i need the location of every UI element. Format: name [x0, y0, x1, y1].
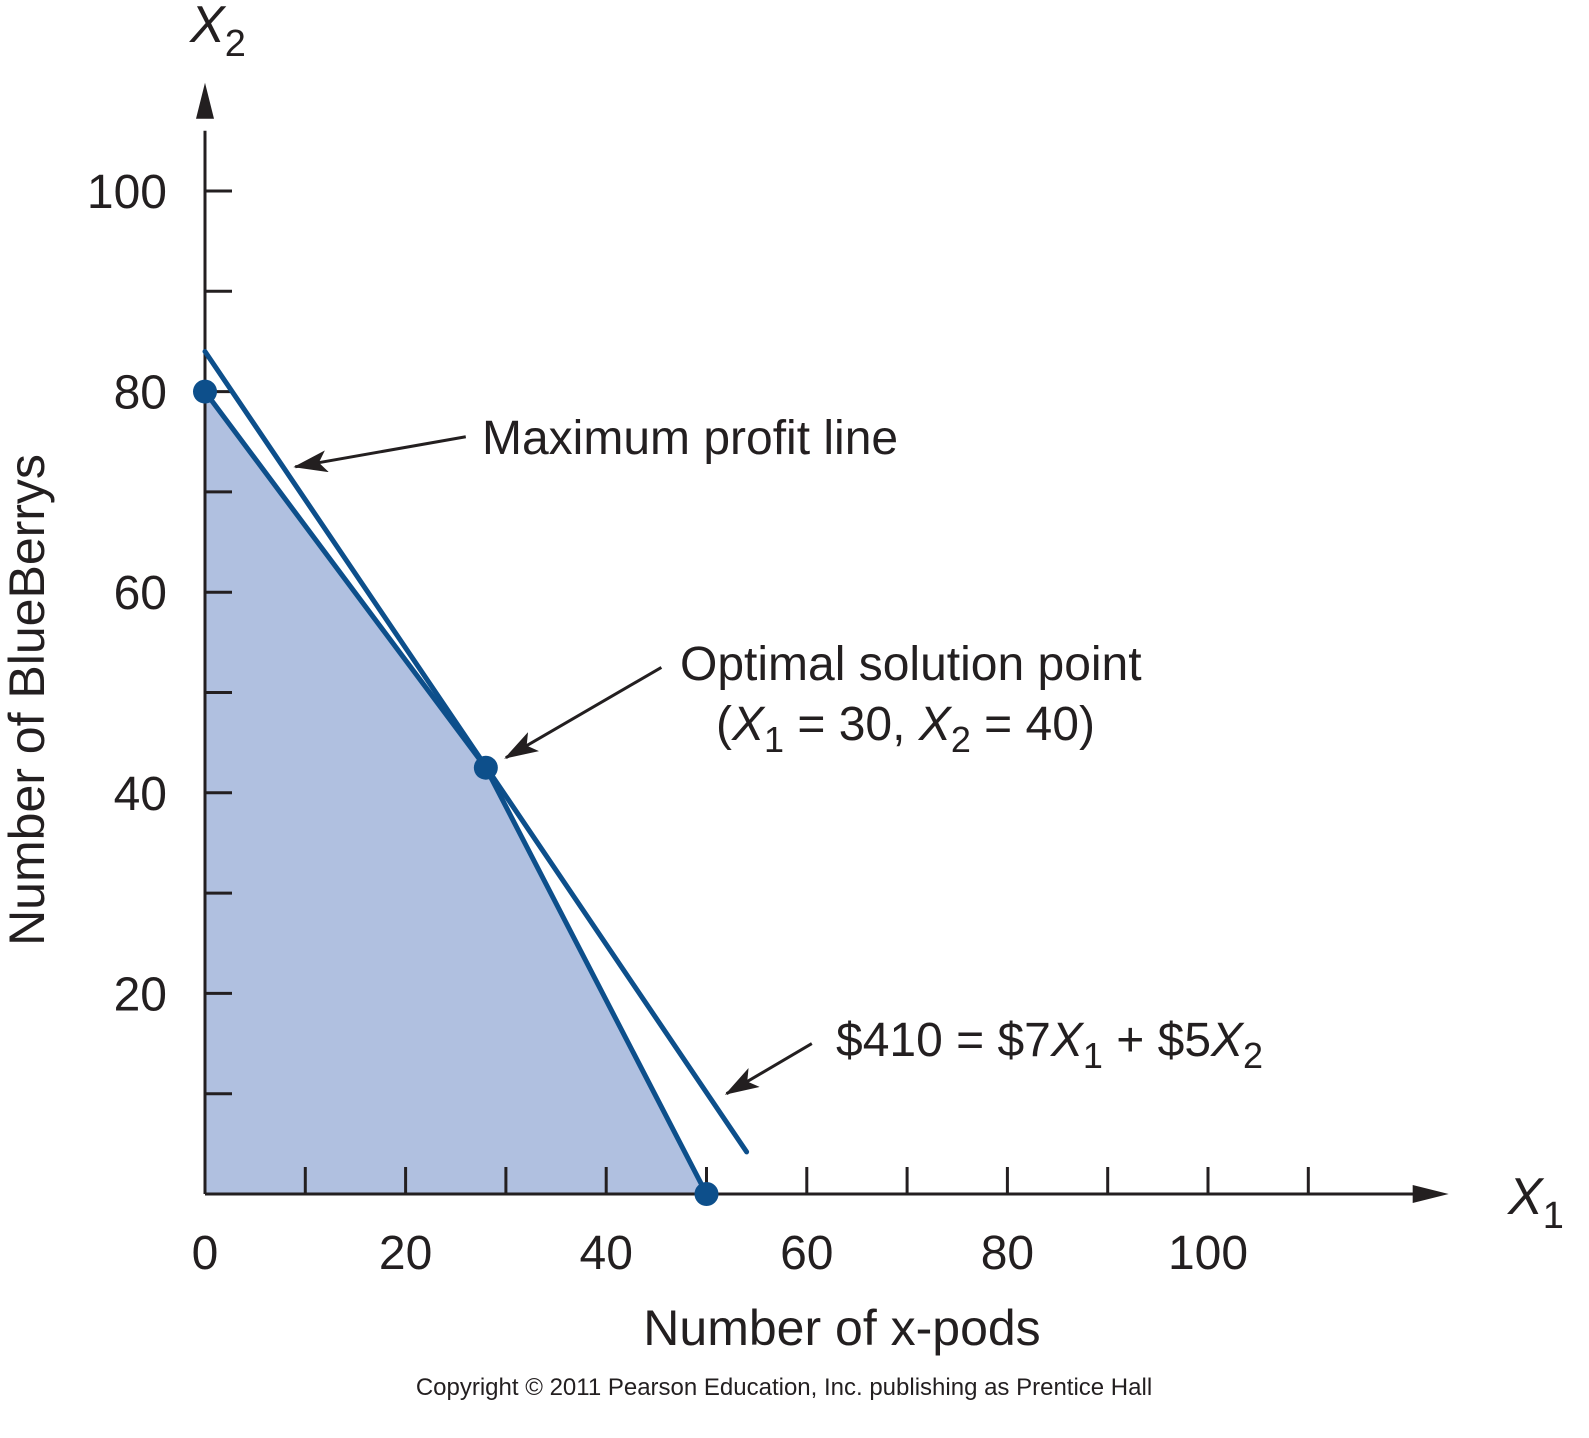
x-axis-symbol: X1 [1507, 1168, 1564, 1237]
x-tick-label: 80 [981, 1227, 1034, 1280]
axes [196, 82, 1449, 1203]
y-tick-label: 80 [114, 367, 167, 420]
y-tick-label: 60 [114, 567, 167, 620]
x-axis-title: Number of x-pods [643, 1300, 1040, 1356]
constraint-2-line [483, 765, 709, 1197]
x-tick-label: 60 [780, 1227, 833, 1280]
x-tick-label: 0 [192, 1227, 219, 1280]
x-tick-label: 40 [580, 1227, 633, 1280]
max-profit-label: Maximum profit line [482, 412, 898, 465]
profit-equation-arrow [724, 1042, 813, 1095]
optimal-point-values: (X1 = 30, X2 = 40) [716, 698, 1095, 760]
x-axis-arrowhead [1412, 1185, 1449, 1203]
y-axis-symbol: X2 [189, 0, 246, 65]
series-lines [202, 348, 750, 1197]
x-tick-label: 100 [1168, 1227, 1248, 1280]
constraint-1-line [202, 389, 489, 771]
data-points [193, 379, 719, 1206]
y-tick-label: 20 [114, 968, 167, 1021]
y-axis-arrowhead [196, 82, 214, 119]
y-ticks [205, 189, 232, 1096]
corner-point [694, 1182, 719, 1206]
x-tick-label: 20 [379, 1227, 432, 1280]
optimal-point [473, 755, 498, 780]
y-tick-label: 40 [114, 768, 167, 821]
max-profit-arrow [293, 435, 467, 473]
y-tick-label: 100 [87, 166, 167, 219]
optimal-point-arrow [504, 666, 663, 759]
profit-equation-label: $410 = $7X1 + $5X2 [836, 1014, 1263, 1076]
y-tick-labels: 20 40 60 80 100 [87, 166, 167, 1021]
feasible-region [205, 391, 707, 1195]
corner-point [193, 379, 217, 404]
x-tick-labels: 0 20 40 60 80 100 [192, 1227, 1248, 1280]
y-axis-title: Number of BlueBerrys [0, 454, 55, 946]
profit-line-line [202, 348, 750, 1155]
x-ticks [303, 1167, 1310, 1194]
copyright-notice: Copyright © 2011 Pearson Education, Inc.… [416, 1374, 1152, 1401]
annotations: Maximum profit line Optimal solution poi… [293, 412, 1263, 1095]
optimal-point-label: Optimal solution point [680, 638, 1142, 691]
